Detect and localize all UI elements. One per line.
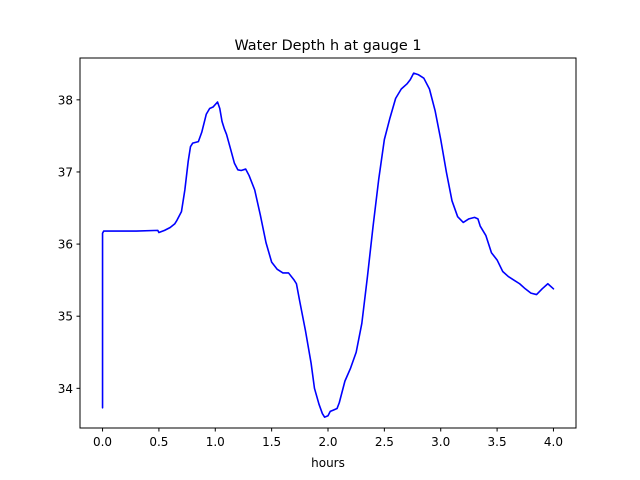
x-tick-label: 4.0 xyxy=(544,435,563,449)
chart-title: Water Depth h at gauge 1 xyxy=(234,38,421,54)
x-tick-label: 1.0 xyxy=(206,435,225,449)
water-depth-line xyxy=(101,72,555,418)
x-tick-label: 1.5 xyxy=(262,435,281,449)
x-tick-label: 3.5 xyxy=(488,435,507,449)
y-tick-label: 34 xyxy=(58,382,73,396)
ticks-layer: 0.0 0.5 1.0 1.5 2.0 2.5 3.0 3.5 4.0 34 35 36 37 38 xyxy=(58,93,563,449)
x-tick-label: 3.0 xyxy=(431,435,450,449)
x-tick-label: 2.0 xyxy=(318,435,337,449)
x-tick-label: 0.5 xyxy=(149,435,168,449)
x-axis-label: hours xyxy=(311,456,345,470)
series-layer xyxy=(101,72,555,418)
x-tick-label: 2.5 xyxy=(375,435,394,449)
y-tick-label: 37 xyxy=(58,165,73,179)
x-tick-label: 0.0 xyxy=(93,435,112,449)
y-tick-label: 36 xyxy=(58,238,73,252)
plot-frame xyxy=(79,57,577,429)
y-tick-label: 35 xyxy=(58,310,73,324)
y-tick-label: 38 xyxy=(58,93,73,107)
